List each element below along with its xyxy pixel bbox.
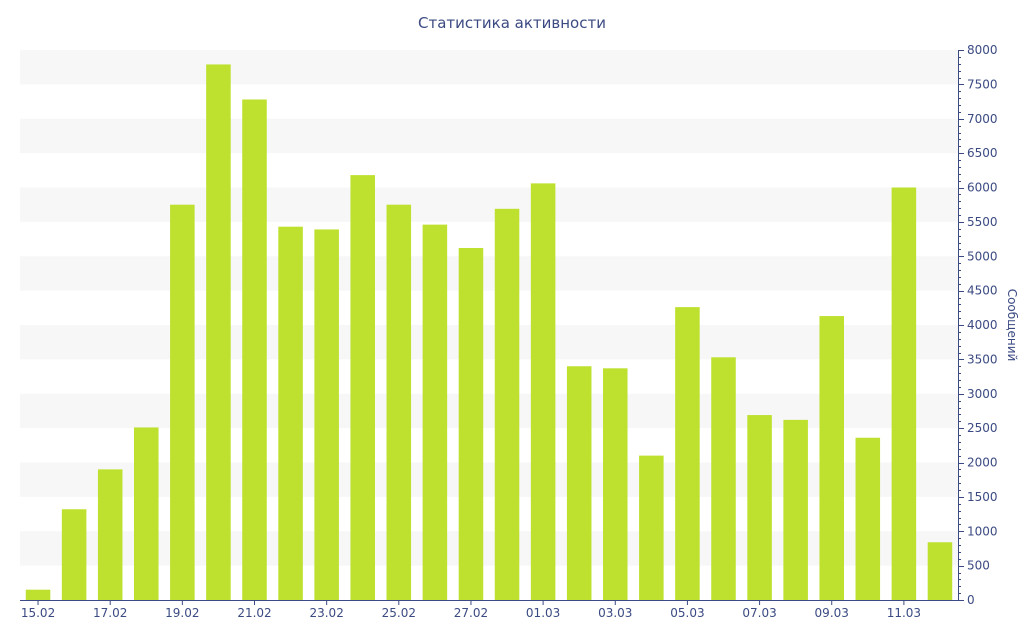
y-tick-label: 2000 [967,456,998,470]
y-tick-label: 2500 [967,421,998,435]
bar-05.03 [675,307,700,600]
x-tick-label: 09.03 [815,606,849,620]
x-tick-label: 19.02 [165,606,199,620]
bar-20.02 [206,64,231,600]
y-tick-label: 4500 [967,284,998,298]
bar-25.02 [386,204,412,600]
bar-08.03 [783,419,808,600]
bar-22.02 [278,226,303,600]
y-tick-label: 4000 [967,318,998,332]
bar-10.03 [855,437,881,600]
bar-24.02 [350,175,375,600]
x-tick-label: 25.02 [382,606,416,620]
grid-band [20,256,958,291]
x-tick-label: 23.02 [309,606,343,620]
y-tick-label: 7500 [967,77,998,91]
grid-band [20,187,958,222]
x-tick-label: 05.03 [670,606,704,620]
x-tick-label: 07.03 [742,606,776,620]
bar-series [25,64,953,600]
x-tick-label: 21.02 [237,606,271,620]
y-tick-label: 3000 [967,387,998,401]
x-tick-label: 03.03 [598,606,632,620]
bar-17.02 [97,469,123,600]
y-tick-label: 6500 [967,146,998,160]
bar-11.03 [891,187,917,600]
bar-26.02 [422,224,448,600]
x-tick-label: 27.02 [454,606,488,620]
grid-band [20,50,958,85]
y-tick-label: 3500 [967,352,998,366]
bar-16.02 [61,509,87,600]
x-tick-label: 15.02 [21,606,55,620]
bar-27.02 [458,248,484,600]
bar-12.03 [927,542,953,600]
y-tick-label: 500 [967,559,990,573]
y-tick-label: 1000 [967,524,998,538]
grid-band [20,325,958,360]
x-tick-label: 17.02 [93,606,127,620]
y-axis-title: Сообщений [1005,289,1019,362]
axes: 15.02 17.02 19.02 21.02 23.02 25.02 27.02 01.03… [20,43,1019,620]
y-tick-label: 5000 [967,249,998,263]
bar-06.03 [711,357,736,600]
bar-09.03 [819,316,844,600]
x-tick-label: 01.03 [526,606,560,620]
x-tick-label: 11.03 [887,606,921,620]
bar-18.02 [134,427,159,600]
grid-band [20,531,958,566]
grid-band [20,393,958,429]
bar-23.02 [314,229,339,600]
bar-07.03 [747,415,772,600]
bar-04.03 [639,455,664,600]
bar-03.03 [603,368,628,600]
bar-21.02 [242,99,267,600]
bar-19.02 [170,204,195,600]
y-tick-label: 0 [967,593,975,607]
y-tick-label: 5500 [967,215,998,229]
grid-band [20,118,958,154]
bar-15.02 [25,589,51,600]
bar-28.02 [494,208,520,600]
y-tick-label: 7000 [967,112,998,126]
y-tick-label: 1500 [967,490,998,504]
chart-title: Статистика активности [418,14,606,32]
y-tick-label: 6000 [967,181,998,195]
bar-01.03 [530,183,556,600]
y-tick-label: 8000 [967,43,998,57]
grid-band [20,462,958,497]
grid-bands [20,50,958,566]
bar-02.03 [566,366,592,600]
